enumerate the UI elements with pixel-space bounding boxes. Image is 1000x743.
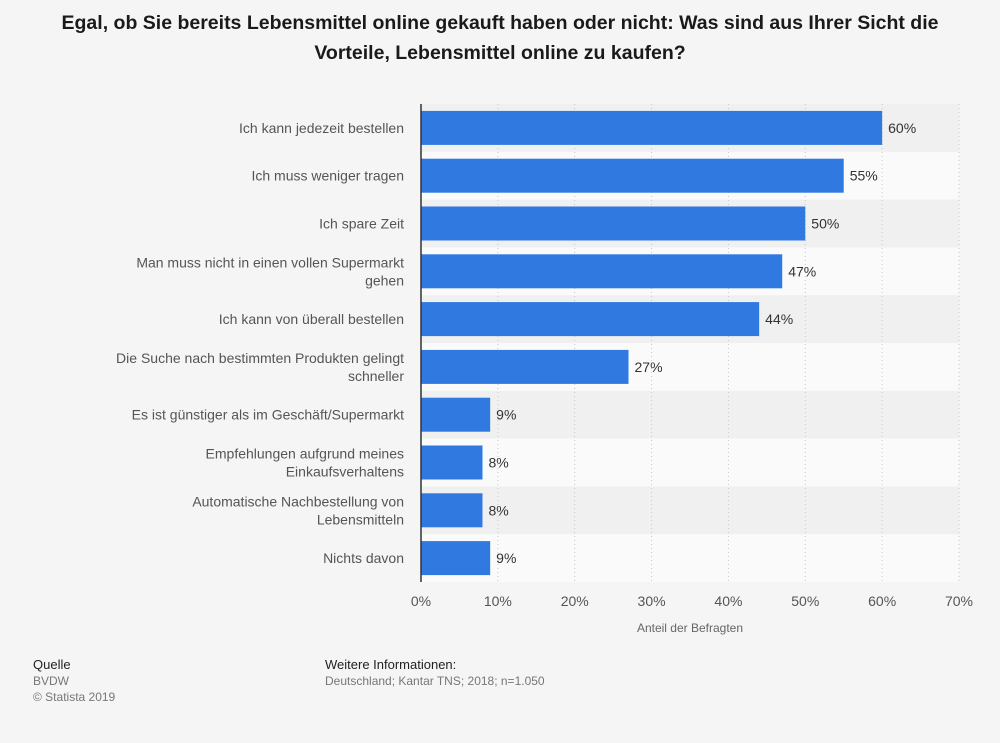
- bar[interactable]: [421, 445, 483, 480]
- chart-title: Egal, ob Sie bereits Lebensmittel online…: [61, 12, 939, 64]
- bar[interactable]: [421, 397, 491, 432]
- category-labels: Ich kann jedezeit bestellen Ich muss weni…: [116, 120, 404, 566]
- category-label: schneller: [348, 368, 404, 384]
- data-label: 9%: [496, 407, 516, 423]
- source-block: Quelle BVDW © Statista 2019: [33, 657, 115, 705]
- x-tick-label: 60%: [868, 593, 896, 609]
- bar-chart: Ich kann jedezeit bestellen Ich muss weni…: [116, 104, 973, 635]
- x-tick-label: 40%: [714, 593, 742, 609]
- bars: [421, 110, 883, 576]
- category-label: Einkaufsverhaltens: [286, 464, 404, 480]
- source-line: BVDW: [33, 674, 69, 688]
- row-band: [421, 486, 959, 535]
- category-label: Automatische Nachbestellung von: [192, 493, 404, 509]
- bar[interactable]: [421, 541, 491, 576]
- x-tick-label: 30%: [638, 593, 666, 609]
- category-label: gehen: [365, 272, 404, 288]
- category-label: Empfehlungen aufgrund meines: [206, 446, 404, 462]
- row-band: [421, 390, 959, 439]
- category-label: Lebensmitteln: [317, 511, 404, 527]
- category-label: Ich kann jedezeit bestellen: [239, 120, 404, 136]
- bar[interactable]: [421, 158, 844, 193]
- data-label: 8%: [488, 455, 508, 471]
- source-heading: Quelle: [33, 657, 71, 672]
- category-label: Ich muss weniger tragen: [251, 168, 404, 184]
- bar[interactable]: [421, 349, 629, 384]
- x-tick-label: 70%: [945, 593, 973, 609]
- bar[interactable]: [421, 254, 783, 289]
- bar[interactable]: [421, 302, 760, 337]
- x-tick-label: 10%: [484, 593, 512, 609]
- data-label: 50%: [811, 216, 839, 232]
- category-label: Nichts davon: [323, 550, 404, 566]
- bar[interactable]: [421, 206, 806, 241]
- x-tick-label: 20%: [561, 593, 589, 609]
- data-label: 8%: [488, 502, 508, 518]
- category-label: Es ist günstiger als im Geschäft/Superma…: [132, 407, 404, 423]
- row-band: [421, 438, 959, 487]
- bar[interactable]: [421, 110, 883, 145]
- category-label: Die Suche nach bestimmten Produkten geli…: [116, 350, 404, 366]
- category-label: Ich spare Zeit: [319, 216, 404, 232]
- info-line: Deutschland; Kantar TNS; 2018; n=1.050: [325, 674, 545, 688]
- x-tick-labels: 0% 10% 20% 30% 40% 50% 60% 70%: [411, 593, 973, 609]
- value-labels: 60% 55% 50% 47% 44% 27% 9% 8% 8% 9%: [488, 120, 916, 566]
- x-tick-label: 0%: [411, 593, 431, 609]
- x-axis-title: Anteil der Befragten: [637, 621, 743, 635]
- x-tick-label: 50%: [791, 593, 819, 609]
- data-label: 27%: [635, 359, 663, 375]
- row-band: [421, 534, 959, 582]
- category-label: Man muss nicht in einen vollen Supermark…: [136, 254, 404, 270]
- copyright-line: © Statista 2019: [33, 690, 116, 704]
- data-label: 60%: [888, 120, 916, 136]
- data-label: 44%: [765, 311, 793, 327]
- category-label: Ich kann von überall bestellen: [219, 311, 404, 327]
- data-label: 9%: [496, 550, 516, 566]
- data-label: 47%: [788, 263, 816, 279]
- info-block: Weitere Informationen: Deutschland; Kant…: [325, 657, 545, 689]
- data-label: 55%: [850, 168, 878, 184]
- bar[interactable]: [421, 493, 483, 528]
- info-heading: Weitere Informationen:: [325, 657, 457, 672]
